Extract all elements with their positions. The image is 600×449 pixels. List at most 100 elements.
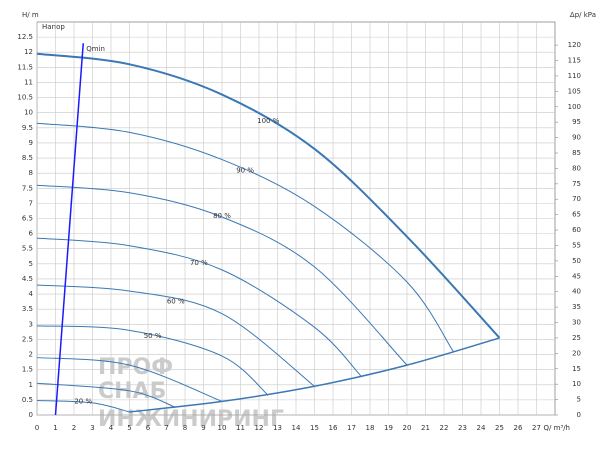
y-tick-label: 12 bbox=[24, 48, 33, 56]
y2-tick-label: 55 bbox=[572, 241, 581, 249]
x-tick-label: 12 bbox=[255, 424, 264, 432]
y2-tick-label: 45 bbox=[572, 272, 581, 280]
y2-axis-label: Δp/ kPa bbox=[570, 11, 596, 19]
y2-tick-label: 75 bbox=[572, 180, 581, 188]
y-tick-label: 1.5 bbox=[22, 366, 33, 374]
y-axis-label: H/ m bbox=[22, 11, 39, 19]
y2-tick-label: 120 bbox=[568, 41, 581, 49]
x-tick-label: 11 bbox=[236, 424, 245, 432]
x-axis-label: Q/ m³/h bbox=[543, 424, 570, 432]
x-tick-label: 0 bbox=[35, 424, 39, 432]
y2-tick-label: 65 bbox=[572, 211, 581, 219]
x-tick-label: 20 bbox=[403, 424, 412, 432]
curve-label: 20 % bbox=[74, 398, 92, 406]
x-tick-label: 6 bbox=[146, 424, 151, 432]
y-tick-label: 11.5 bbox=[17, 63, 33, 71]
speed-curve bbox=[36, 325, 269, 396]
y2-tick-label: 110 bbox=[568, 72, 581, 80]
y2-tick-label: 80 bbox=[572, 164, 581, 172]
x-tick-label: 21 bbox=[421, 424, 430, 432]
qmin-line bbox=[54, 43, 84, 416]
x-tick-label: 10 bbox=[218, 424, 227, 432]
speed-curve bbox=[36, 237, 362, 377]
speed-curve bbox=[36, 399, 130, 413]
curve-label: 70 % bbox=[190, 259, 208, 267]
y2-tick-label: 90 bbox=[572, 134, 581, 142]
curve-label: 90 % bbox=[236, 166, 254, 174]
y-tick-label: 5.5 bbox=[22, 245, 33, 253]
y-tick-label: 6 bbox=[29, 230, 34, 238]
y-tick-label: 4.5 bbox=[22, 275, 33, 283]
speed-curve bbox=[36, 382, 176, 408]
y2-tick-label: 0 bbox=[577, 411, 581, 419]
y2-tick-label: 85 bbox=[572, 149, 581, 157]
y2-tick-label: 95 bbox=[572, 118, 581, 126]
x-tick-label: 1 bbox=[53, 424, 57, 432]
x-tick-label: 24 bbox=[477, 424, 486, 432]
curve-label: 60 % bbox=[167, 297, 185, 305]
x-tick-label: 18 bbox=[366, 424, 375, 432]
x-tick-label: 5 bbox=[127, 424, 131, 432]
y-tick-label: 3.5 bbox=[22, 305, 33, 313]
y-tick-label: 10.5 bbox=[17, 94, 33, 102]
y2-tick-label: 10 bbox=[572, 380, 581, 388]
y-tick-label: 7.5 bbox=[22, 184, 33, 192]
x-tick-label: 8 bbox=[183, 424, 187, 432]
curve-label: 100 % bbox=[257, 117, 280, 125]
x-tick-label: 7 bbox=[164, 424, 168, 432]
y-tick-label: 10 bbox=[24, 109, 33, 117]
y2-tick-label: 40 bbox=[572, 288, 581, 296]
x-tick-label: 4 bbox=[109, 424, 114, 432]
y-tick-label: 7 bbox=[29, 199, 33, 207]
speed-curve bbox=[36, 52, 501, 339]
y-tick-label: 0.5 bbox=[22, 396, 33, 404]
y2-tick-label: 100 bbox=[568, 103, 581, 111]
y-tick-label: 9.5 bbox=[22, 124, 33, 132]
x-tick-label: 13 bbox=[273, 424, 282, 432]
y2-tick-label: 5 bbox=[577, 396, 581, 404]
x-tick-label: 9 bbox=[201, 424, 205, 432]
x-tick-label: 25 bbox=[495, 424, 504, 432]
qmin-label: Qmin bbox=[86, 45, 105, 53]
y-tick-label: 9 bbox=[29, 139, 33, 147]
y-tick-label: 0 bbox=[29, 411, 33, 419]
y2-tick-label: 25 bbox=[572, 334, 581, 342]
y2-tick-label: 60 bbox=[572, 226, 581, 234]
y-tick-label: 3 bbox=[29, 320, 33, 328]
y2-tick-label: 115 bbox=[568, 57, 581, 65]
watermark: ИНЖИНИРИНГ bbox=[98, 407, 284, 432]
y2-tick-label: 50 bbox=[572, 257, 581, 265]
curve-label: 80 % bbox=[213, 212, 231, 220]
y2-tick-label: 20 bbox=[572, 349, 581, 357]
x-tick-label: 16 bbox=[329, 424, 338, 432]
y-tick-label: 5 bbox=[29, 260, 33, 268]
x-tick-label: 15 bbox=[310, 424, 319, 432]
x-tick-label: 26 bbox=[514, 424, 523, 432]
y2-tick-label: 35 bbox=[572, 303, 581, 311]
x-tick-label: 23 bbox=[458, 424, 467, 432]
y-tick-label: 11 bbox=[24, 78, 33, 86]
x-tick-label: 3 bbox=[90, 424, 94, 432]
y-tick-label: 1 bbox=[29, 381, 33, 389]
curve-label: 50 % bbox=[144, 332, 162, 340]
y-axis-inner-label: Напор bbox=[42, 23, 65, 31]
x-tick-label: 27 bbox=[532, 424, 541, 432]
y-tick-label: 6.5 bbox=[22, 215, 33, 223]
y-tick-label: 2.5 bbox=[22, 335, 33, 343]
x-tick-label: 2 bbox=[72, 424, 76, 432]
speed-curve bbox=[36, 357, 223, 402]
y-tick-label: 2 bbox=[29, 351, 33, 359]
x-tick-label: 19 bbox=[384, 424, 393, 432]
system-curve bbox=[129, 337, 500, 413]
speed-curve bbox=[36, 184, 408, 366]
x-tick-label: 14 bbox=[292, 424, 301, 432]
y2-tick-label: 70 bbox=[572, 195, 581, 203]
x-tick-label: 17 bbox=[347, 424, 356, 432]
y2-tick-label: 105 bbox=[568, 87, 581, 95]
y-tick-label: 12.5 bbox=[17, 33, 33, 41]
y-tick-label: 4 bbox=[29, 290, 34, 298]
speed-curve bbox=[36, 122, 454, 352]
y-tick-label: 8 bbox=[29, 169, 33, 177]
y-tick-label: 8.5 bbox=[22, 154, 33, 162]
